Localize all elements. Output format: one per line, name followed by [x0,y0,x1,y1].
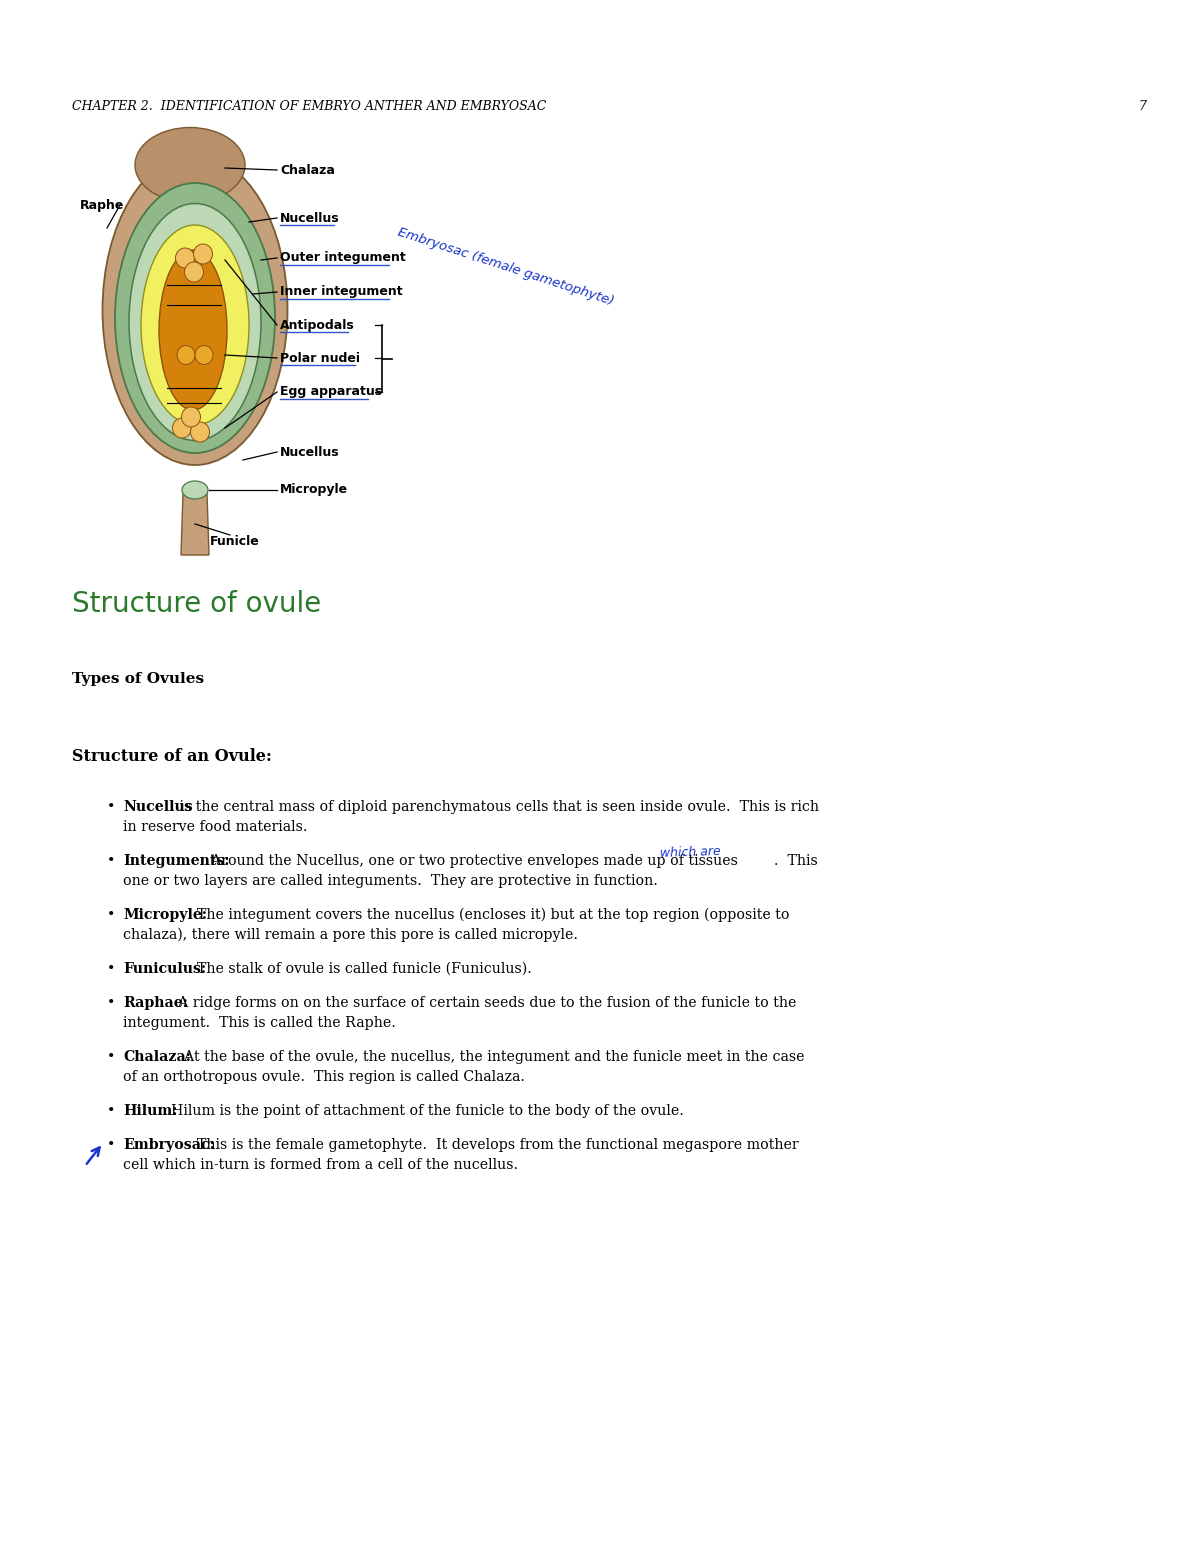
Text: Nucellus: Nucellus [280,446,340,458]
Text: Egg apparatus: Egg apparatus [280,385,382,399]
Ellipse shape [181,407,200,427]
Text: Funicle: Funicle [210,534,259,548]
Text: •: • [107,800,115,814]
Text: Integuments:: Integuments: [124,854,229,868]
Ellipse shape [185,262,204,283]
Text: •: • [107,1050,115,1064]
Ellipse shape [193,244,212,264]
Text: Inner integument: Inner integument [280,286,403,298]
Text: This is the female gametophyte.  It develops from the functional megaspore mothe: This is the female gametophyte. It devel… [188,1138,799,1152]
Text: 7: 7 [1138,99,1146,113]
Text: Embryosac:: Embryosac: [124,1138,215,1152]
Text: •: • [107,854,115,868]
Text: •: • [107,1104,115,1118]
Text: Outer integument: Outer integument [280,252,406,264]
Text: Micropyle: Micropyle [280,483,348,497]
Text: Funiculus:: Funiculus: [124,961,206,975]
Text: Hilum is the point of attachment of the funicle to the body of the ovule.: Hilum is the point of attachment of the … [162,1104,684,1118]
Text: Chalaza:: Chalaza: [124,1050,191,1064]
Text: At the base of the ovule, the nucellus, the integument and the funicle meet in t: At the base of the ovule, the nucellus, … [175,1050,805,1064]
Text: of an orthotropous ovule.  This region is called Chalaza.: of an orthotropous ovule. This region is… [124,1070,526,1084]
Text: Around the Nucellus, one or two protective envelopes made up of tissues        .: Around the Nucellus, one or two protecti… [202,854,817,868]
Ellipse shape [182,481,208,499]
Text: Micropyle:: Micropyle: [124,909,208,922]
Text: in reserve food materials.: in reserve food materials. [124,820,307,834]
Ellipse shape [158,250,227,410]
Ellipse shape [115,183,275,453]
Text: Chalaza: Chalaza [280,163,335,177]
Text: •: • [107,909,115,922]
Ellipse shape [178,345,194,365]
Ellipse shape [173,418,192,438]
Ellipse shape [130,203,262,441]
Text: cell which in-turn is formed from a cell of the nucellus.: cell which in-turn is formed from a cell… [124,1159,518,1173]
Text: Nucellus: Nucellus [124,800,193,814]
Text: Polar nudei: Polar nudei [280,351,360,365]
Text: which are: which are [660,845,721,860]
Ellipse shape [142,225,250,426]
Text: Types of Ovules: Types of Ovules [72,672,204,686]
Text: Antipodals: Antipodals [280,318,355,331]
Ellipse shape [175,248,194,269]
Text: integument.  This is called the Raphe.: integument. This is called the Raphe. [124,1016,396,1030]
Text: Raphae:: Raphae: [124,995,188,1009]
Text: chalaza), there will remain a pore this pore is called micropyle.: chalaza), there will remain a pore this … [124,929,578,943]
Ellipse shape [102,155,288,464]
Text: is the central mass of diploid parenchymatous cells that is seen inside ovule.  : is the central mass of diploid parenchym… [175,800,820,814]
Ellipse shape [191,422,210,443]
Text: one or two layers are called integuments.  They are protective in function.: one or two layers are called integuments… [124,874,658,888]
Text: •: • [107,961,115,975]
Text: Structure of ovule: Structure of ovule [72,590,322,618]
Text: •: • [107,995,115,1009]
Polygon shape [181,492,209,554]
Text: Embryosac (female gametophyte): Embryosac (female gametophyte) [396,225,616,307]
Text: A ridge forms on on the surface of certain seeds due to the fusion of the funicl: A ridge forms on on the surface of certa… [169,995,797,1009]
Text: CHAPTER 2.  IDENTIFICATION OF EMBRYO ANTHER AND EMBRYOSAC: CHAPTER 2. IDENTIFICATION OF EMBRYO ANTH… [72,99,546,113]
Text: The integument covers the nucellus (encloses it) but at the top region (opposite: The integument covers the nucellus (encl… [188,909,790,922]
Text: The stalk of ovule is called funicle (Funiculus).: The stalk of ovule is called funicle (Fu… [188,961,533,975]
Text: Nucellus: Nucellus [280,211,340,225]
Text: Raphe: Raphe [80,199,125,211]
Ellipse shape [194,345,214,365]
Text: Structure of an Ovule:: Structure of an Ovule: [72,749,272,766]
Text: •: • [107,1138,115,1152]
Ellipse shape [134,127,245,202]
Text: Hilum:: Hilum: [124,1104,178,1118]
